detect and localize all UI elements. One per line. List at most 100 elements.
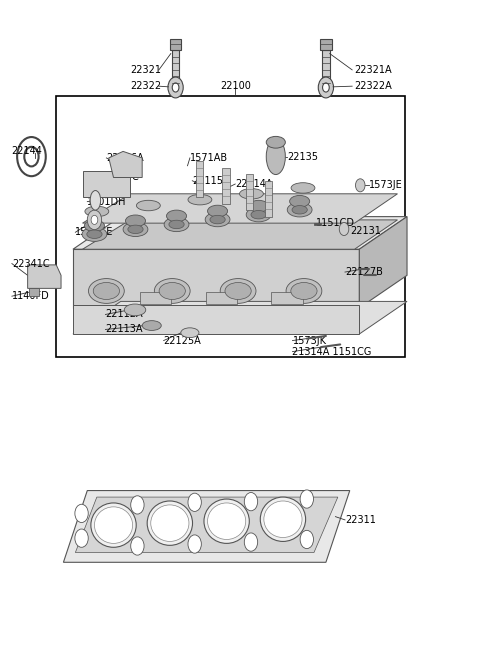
Polygon shape (73, 305, 360, 334)
Ellipse shape (264, 501, 302, 538)
Ellipse shape (207, 503, 246, 540)
Ellipse shape (225, 282, 251, 299)
Circle shape (75, 504, 88, 523)
Ellipse shape (125, 215, 145, 227)
Text: 22322A: 22322A (355, 81, 392, 91)
Ellipse shape (207, 205, 228, 217)
Ellipse shape (87, 230, 102, 238)
Text: 21314A 1151CG: 21314A 1151CG (292, 346, 372, 356)
Ellipse shape (91, 503, 136, 548)
Polygon shape (322, 50, 330, 83)
Polygon shape (28, 265, 61, 288)
Text: 1151CD: 1151CD (316, 218, 355, 228)
Ellipse shape (266, 136, 285, 148)
Polygon shape (320, 39, 332, 50)
Ellipse shape (246, 208, 271, 222)
Ellipse shape (164, 217, 189, 232)
Ellipse shape (260, 497, 306, 542)
Polygon shape (63, 491, 350, 562)
Circle shape (131, 496, 144, 514)
Text: 22126A: 22126A (107, 153, 144, 163)
Circle shape (323, 83, 329, 92)
Circle shape (188, 535, 201, 553)
Text: 22322: 22322 (130, 81, 161, 91)
Text: 22115A: 22115A (192, 176, 230, 186)
Ellipse shape (287, 202, 312, 217)
Bar (29, 288, 39, 296)
Ellipse shape (181, 328, 199, 337)
Polygon shape (73, 217, 407, 250)
Text: 1140FD: 1140FD (12, 291, 49, 301)
Polygon shape (83, 220, 397, 250)
Bar (83, 171, 130, 197)
Ellipse shape (85, 206, 109, 217)
Bar (246, 174, 253, 210)
Bar (140, 292, 171, 304)
Text: 22113A: 22113A (106, 324, 143, 335)
Ellipse shape (147, 501, 192, 546)
Ellipse shape (249, 200, 269, 212)
Circle shape (339, 223, 349, 236)
Bar (205, 292, 237, 304)
Circle shape (300, 531, 313, 549)
Ellipse shape (136, 200, 160, 211)
Ellipse shape (93, 282, 120, 299)
Circle shape (91, 215, 98, 225)
Ellipse shape (240, 189, 264, 199)
Text: 22125A: 22125A (164, 335, 202, 346)
Ellipse shape (128, 225, 143, 234)
Bar (222, 168, 229, 204)
Ellipse shape (82, 227, 107, 242)
Ellipse shape (289, 195, 310, 207)
Text: 22341C: 22341C (12, 259, 49, 269)
Ellipse shape (84, 220, 105, 232)
Polygon shape (360, 217, 407, 308)
Text: 1573JK: 1573JK (292, 335, 326, 346)
Ellipse shape (159, 282, 185, 299)
Text: 22311: 22311 (345, 515, 376, 525)
Ellipse shape (220, 278, 256, 303)
Bar (56, 96, 405, 357)
Ellipse shape (205, 212, 230, 227)
Ellipse shape (123, 222, 148, 236)
Ellipse shape (124, 304, 146, 316)
Ellipse shape (88, 278, 124, 303)
Ellipse shape (204, 499, 249, 544)
Ellipse shape (266, 139, 285, 174)
Ellipse shape (291, 282, 317, 299)
Ellipse shape (210, 215, 225, 224)
Ellipse shape (151, 505, 189, 542)
Text: 22135: 22135 (288, 151, 319, 162)
Ellipse shape (90, 191, 101, 210)
Polygon shape (83, 194, 397, 223)
Polygon shape (75, 497, 338, 553)
Text: 1601DH: 1601DH (87, 196, 127, 206)
Polygon shape (170, 39, 181, 50)
Circle shape (188, 493, 201, 512)
Ellipse shape (292, 206, 307, 214)
Ellipse shape (188, 195, 212, 205)
Circle shape (168, 77, 183, 98)
Ellipse shape (286, 278, 322, 303)
Bar (272, 292, 302, 304)
Text: 1573GE: 1573GE (75, 227, 114, 237)
Circle shape (318, 77, 334, 98)
Bar (196, 161, 203, 197)
Circle shape (75, 529, 88, 548)
Text: 22321A: 22321A (355, 65, 392, 75)
Ellipse shape (167, 210, 187, 222)
Ellipse shape (95, 507, 132, 544)
Text: 22321: 22321 (130, 65, 161, 75)
Ellipse shape (155, 278, 190, 303)
Circle shape (131, 537, 144, 555)
Text: 22144: 22144 (11, 147, 42, 157)
Text: 1573JE: 1573JE (369, 180, 403, 191)
Ellipse shape (142, 321, 161, 330)
Polygon shape (73, 250, 360, 308)
Text: 1571AB: 1571AB (190, 153, 228, 163)
Polygon shape (172, 50, 180, 83)
Text: 22112A: 22112A (106, 309, 143, 320)
Ellipse shape (291, 183, 315, 193)
Circle shape (356, 179, 365, 192)
Ellipse shape (251, 210, 266, 219)
